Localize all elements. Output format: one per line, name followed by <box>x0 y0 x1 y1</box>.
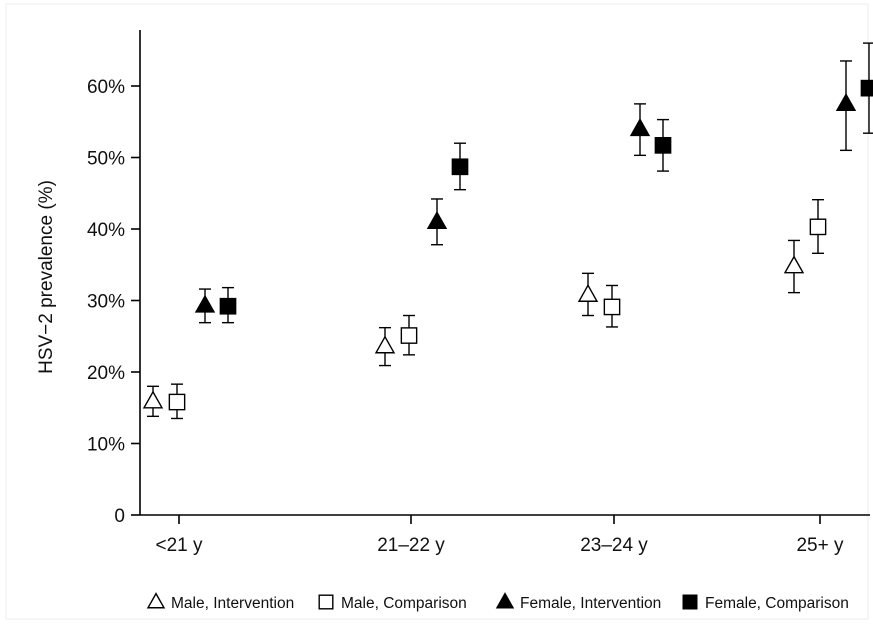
legend-marker <box>318 594 334 610</box>
data-point-marker <box>809 218 827 236</box>
y-tick-label: 60% <box>87 77 125 98</box>
legend-marker <box>682 594 698 610</box>
y-axis-title: HSV−2 prevalence (%) <box>36 180 57 374</box>
legend-item: Male, Comparison <box>318 594 467 612</box>
y-tick-label: 10% <box>87 435 125 456</box>
series-male-comparison <box>168 198 827 420</box>
data-point-marker <box>835 93 857 112</box>
y-axis-ticks: 0 10% 20% 30% 40% 50% 60% <box>87 77 140 527</box>
y-tick-label: 20% <box>87 363 125 384</box>
data-points <box>142 42 873 420</box>
y-tick-label: 0 <box>114 506 125 527</box>
x-axis-ticks: <21 y 21–22 y 23–24 y 25+ y <box>155 515 844 556</box>
y-tick-label: 30% <box>87 292 125 313</box>
x-tick-label: <21 y <box>155 535 203 556</box>
series-female-intervention <box>194 60 857 324</box>
data-point-marker <box>142 390 164 409</box>
data-point-marker <box>654 136 672 154</box>
data-point-marker <box>577 283 599 302</box>
legend-item: Male, Intervention <box>146 592 294 612</box>
x-tick-label: 23–24 y <box>580 535 648 556</box>
data-point-marker <box>860 79 873 97</box>
series-female-comparison <box>219 42 873 324</box>
legend: Male, Intervention Male, Comparison Female… <box>146 592 849 612</box>
data-point-marker <box>783 255 805 274</box>
data-point-marker <box>603 298 621 316</box>
data-point-marker <box>629 118 651 137</box>
data-point-marker <box>451 158 469 176</box>
legend-label: Female, Intervention <box>520 595 661 612</box>
legend-item: Female, Comparison <box>682 594 849 612</box>
legend-label: Male, Comparison <box>341 595 467 612</box>
x-tick-label: 21–22 y <box>377 535 445 556</box>
data-point-marker <box>426 210 448 230</box>
series-male-intervention <box>142 239 805 418</box>
legend-label: Male, Intervention <box>171 595 294 612</box>
legend-item: Female, Intervention <box>495 592 661 612</box>
legend-marker <box>146 592 166 609</box>
x-tick-label: 25+ y <box>796 535 844 556</box>
data-point-marker <box>194 294 216 313</box>
data-point-marker <box>400 327 418 344</box>
legend-label: Female, Comparison <box>705 595 849 612</box>
y-tick-label: 50% <box>87 149 125 170</box>
legend-marker <box>495 592 515 609</box>
chart-frame <box>5 3 869 620</box>
y-tick-label: 40% <box>87 220 125 241</box>
data-point-marker <box>168 393 186 411</box>
data-point-marker <box>219 297 237 315</box>
data-point-marker <box>374 335 396 354</box>
